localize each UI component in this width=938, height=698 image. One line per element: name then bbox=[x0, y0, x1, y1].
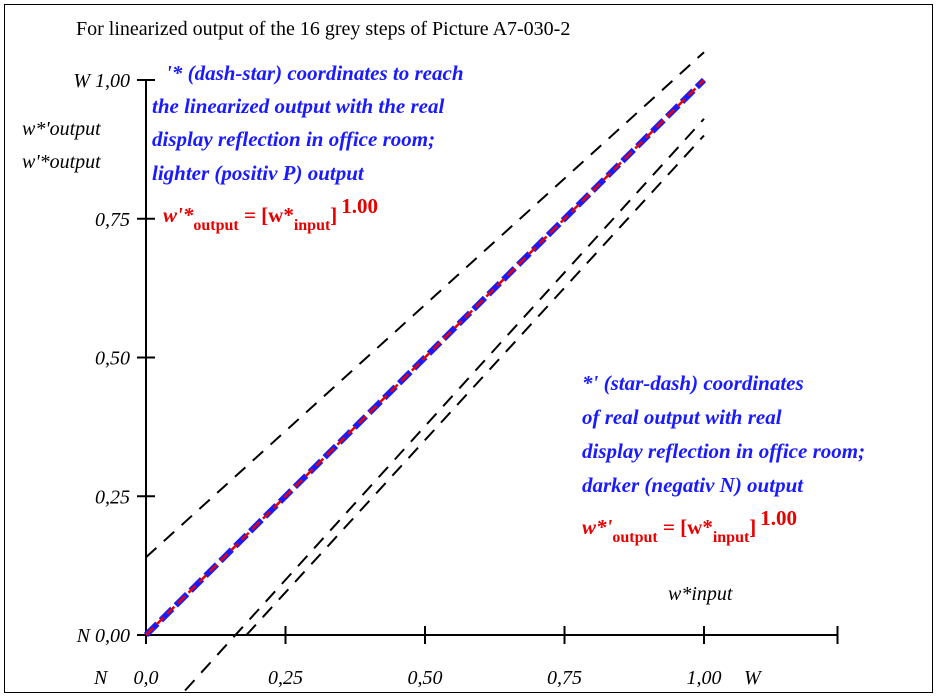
y-tick-label: 0,75 bbox=[95, 209, 130, 231]
chart-frame bbox=[4, 4, 933, 693]
upper-formula-rhs-sub: input bbox=[294, 217, 331, 234]
y-axis-label-1: w*'output bbox=[22, 118, 101, 140]
y-tick-label: 0,25 bbox=[95, 486, 130, 508]
guide-line bbox=[184, 118, 705, 692]
upper-line-1: '* (dash-star) coordinates to reach bbox=[166, 61, 464, 85]
upper-formula: w'*output = [w*input] 1.00 bbox=[163, 194, 378, 234]
upper-formula-eq: = [w* bbox=[239, 203, 294, 227]
lower-line-4: darker (negativ N) output bbox=[582, 473, 804, 497]
annotation-upper: '* (dash-star) coordinates to reach the … bbox=[152, 61, 464, 234]
x-suffix-label: W bbox=[744, 667, 763, 689]
upper-line-4: lighter (positiv P) output bbox=[152, 161, 365, 185]
lower-formula-rhs-sub: input bbox=[713, 529, 750, 546]
lower-formula: w*'output = [w*input] 1.00 bbox=[582, 506, 797, 546]
upper-formula-exp: 1.00 bbox=[341, 194, 378, 218]
upper-formula-close: ] bbox=[330, 203, 337, 227]
lower-formula-eq: = [w* bbox=[658, 515, 713, 539]
series-line-target bbox=[145, 79, 705, 636]
y-axis-label-2: w'*output bbox=[22, 151, 101, 173]
tick-labels: 0,0 0,25 0,50 0,75 1,00 N W N 0,00 0,25 0,50 0,75 W… bbox=[73, 70, 763, 689]
upper-formula-lhs-sub: output bbox=[193, 217, 239, 234]
lower-line-3: display reflection in office room; bbox=[582, 439, 865, 463]
x-prefix-label: N bbox=[93, 667, 109, 689]
y-tick-label: 0,50 bbox=[95, 348, 130, 370]
x-tick-label: 0,50 bbox=[408, 667, 443, 689]
lower-formula-lhs: w*' bbox=[582, 515, 613, 539]
guide-lines bbox=[145, 51, 705, 692]
x-tick-label: 0,75 bbox=[547, 667, 582, 689]
upper-formula-lhs: w'* bbox=[163, 203, 194, 227]
guide-line bbox=[145, 51, 705, 559]
lower-formula-lhs-sub: output bbox=[612, 529, 658, 546]
x-tick-label: 0,0 bbox=[134, 667, 159, 689]
chart-title: For linearized output of the 16 grey ste… bbox=[76, 18, 570, 40]
upper-line-3: display reflection in office room; bbox=[152, 127, 435, 151]
annotation-lower: *' (star-dash) coordinates of real outpu… bbox=[582, 371, 865, 546]
lower-formula-exp: 1.00 bbox=[760, 506, 797, 530]
x-axis-label: w*input bbox=[668, 583, 733, 605]
lower-line-2: of real output with real bbox=[582, 405, 782, 429]
lower-line-1: *' (star-dash) coordinates bbox=[582, 371, 804, 395]
upper-line-2: the linearized output with the real bbox=[152, 94, 444, 118]
axes bbox=[137, 79, 839, 644]
x-tick-label: 0,25 bbox=[268, 667, 303, 689]
series-group bbox=[143, 77, 707, 638]
y-tick-label: W 1,00 bbox=[73, 70, 130, 92]
x-tick-label: 1,00 bbox=[687, 667, 722, 689]
lower-formula-close: ] bbox=[749, 515, 756, 539]
y-tick-label: N 0,00 bbox=[76, 625, 130, 647]
guide-line bbox=[245, 134, 705, 636]
